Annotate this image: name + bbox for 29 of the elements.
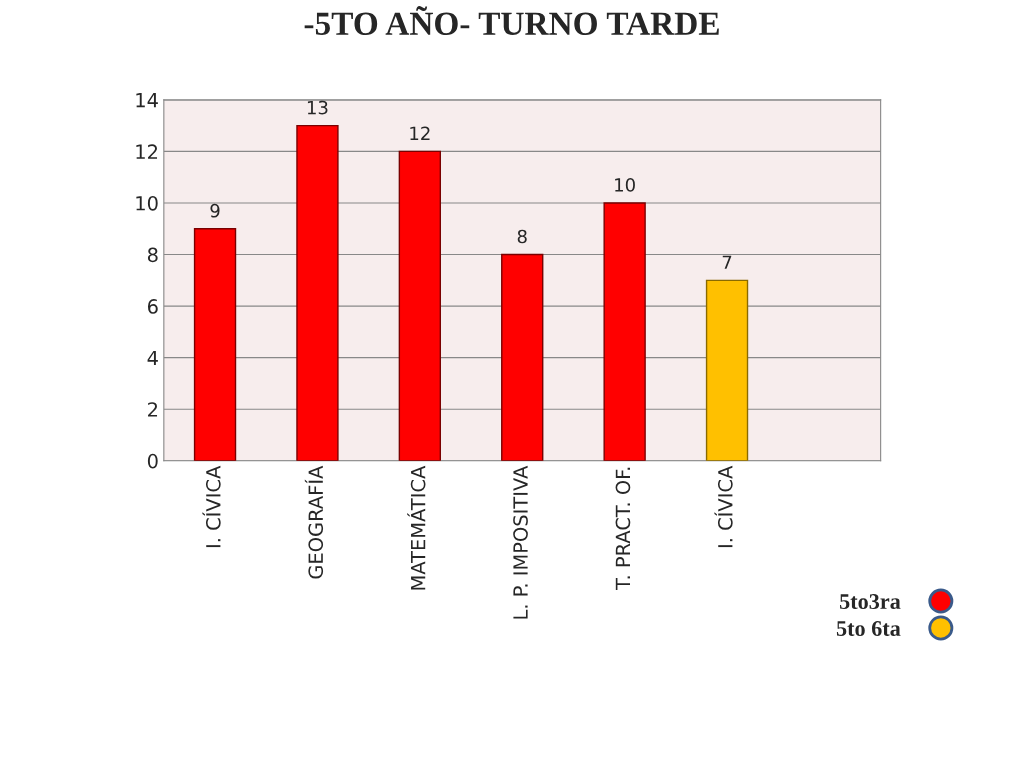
bar — [501, 253, 544, 461]
x-tick-label: GEOGRAFÍA — [304, 465, 324, 579]
y-tick-label: 4 — [147, 350, 158, 366]
x-tick-label: I. CÍVICA — [714, 465, 733, 548]
data-label: 7 — [722, 255, 732, 269]
y-tick-label: 12 — [136, 144, 158, 159]
chart-title: -5TO AÑO- TURNO TARDE — [304, 6, 719, 35]
x-tick-label: T. PRACT. OF. — [615, 467, 631, 591]
x-tick-label: L. P. IMPOSITIVA — [513, 465, 528, 619]
bar — [705, 279, 749, 461]
data-label: 13 — [307, 100, 328, 115]
data-label: 10 — [615, 178, 635, 192]
bar — [193, 228, 237, 461]
bar — [398, 150, 442, 461]
legend-label: 5to 6ta — [836, 621, 901, 636]
y-tick-label: 8 — [147, 247, 158, 263]
y-tick-label: 0 — [147, 453, 158, 469]
bar — [603, 202, 646, 461]
data-label: 12 — [410, 126, 430, 140]
y-tick-label: 14 — [136, 93, 158, 108]
legend-label: 5to3ra — [840, 594, 901, 610]
y-tick-label: 10 — [136, 195, 158, 211]
data-label: 9 — [210, 203, 220, 218]
x-tick-label: I. CÍVICA — [202, 465, 221, 548]
y-tick-label: 2 — [148, 402, 158, 417]
y-tick-label: 6 — [147, 299, 158, 314]
bar — [296, 124, 339, 461]
data-label: 8 — [517, 229, 527, 244]
x-tick-label: MATEMÁTICA — [407, 465, 426, 590]
